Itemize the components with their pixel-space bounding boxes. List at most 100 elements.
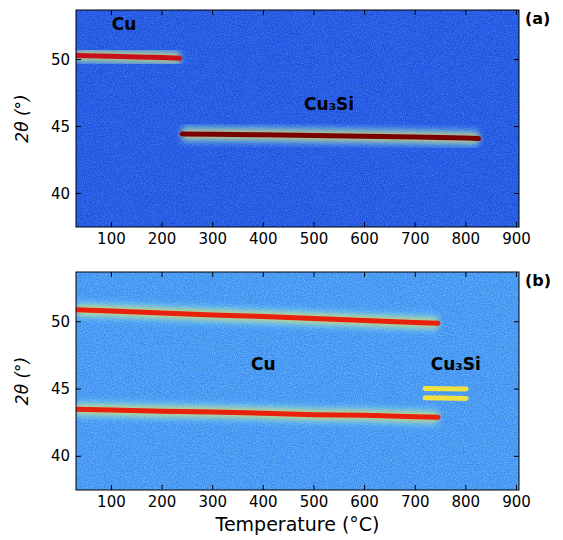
x-tick	[212, 485, 213, 490]
x-tick	[364, 10, 365, 15]
frame	[76, 10, 519, 227]
x-tick-label: 900	[502, 493, 531, 511]
x-tick-label: 900	[502, 230, 531, 248]
x-tick	[415, 222, 416, 227]
peak-halo	[425, 379, 466, 398]
background	[76, 10, 519, 227]
panel: 1002003004005006007008009004045502θ (°)T…	[12, 271, 551, 535]
x-tick-label: 200	[148, 230, 177, 248]
x-tick	[415, 10, 416, 15]
peak-trace	[182, 134, 478, 139]
y-axis-title: 2θ (°)	[12, 357, 32, 405]
x-tick	[415, 485, 416, 490]
x-tick-label: 800	[452, 493, 481, 511]
panel-label: (b)	[525, 271, 551, 290]
peak-glow	[76, 56, 180, 59]
x-tick	[516, 485, 517, 490]
y-tick-label: 45	[51, 118, 70, 136]
peak-halo	[182, 134, 478, 139]
x-tick-label: 400	[249, 230, 278, 248]
x-tick-label: 500	[300, 230, 329, 248]
x-tick-label: 700	[401, 493, 430, 511]
x-tick	[364, 272, 365, 277]
x-tick	[364, 485, 365, 490]
peak-glow	[76, 409, 438, 417]
x-tick	[364, 222, 365, 227]
x-tick	[162, 272, 163, 277]
panel-label: (a)	[525, 9, 550, 28]
y-tick	[514, 456, 519, 457]
x-tick	[162, 222, 163, 227]
y-tick-label: 40	[51, 185, 70, 203]
x-tick-label: 600	[350, 493, 379, 511]
x-tick-label: 700	[401, 230, 430, 248]
x-tick	[212, 222, 213, 227]
x-tick	[263, 485, 264, 490]
y-tick-label: 50	[51, 313, 70, 331]
annotation: Cu₃Si	[431, 354, 481, 374]
x-tick	[516, 10, 517, 15]
x-tick	[465, 222, 466, 227]
plot-area	[76, 272, 519, 490]
annotation: Cu	[112, 14, 137, 34]
plot-area	[76, 10, 519, 227]
x-tick	[263, 222, 264, 227]
x-tick	[162, 485, 163, 490]
peak-halo	[76, 409, 438, 417]
frame	[76, 272, 519, 490]
x-tick-label: 100	[97, 493, 126, 511]
y-tick	[76, 193, 81, 194]
annotation: Cu₃Si	[304, 94, 354, 114]
x-tick	[162, 10, 163, 15]
peak-halo	[76, 310, 438, 323]
x-tick-label: 300	[198, 230, 227, 248]
x-tick	[313, 10, 314, 15]
peak-glow	[76, 310, 438, 323]
noise	[76, 272, 519, 490]
y-tick	[514, 59, 519, 60]
x-tick	[263, 10, 264, 15]
x-tick	[313, 272, 314, 277]
x-tick-label: 800	[452, 230, 481, 248]
panel: 100 200 300 400 500 600 700 800 900 40 45 50 2θ (°) (…	[12, 9, 550, 248]
y-axis-title: 2θ (°)	[12, 94, 32, 142]
x-tick-label: 600	[350, 230, 379, 248]
x-tick-label: 500	[300, 493, 329, 511]
y-tick	[76, 389, 81, 390]
y-tick	[76, 321, 81, 322]
x-tick	[465, 485, 466, 490]
x-tick-label: 400	[249, 493, 278, 511]
y-tick	[76, 456, 81, 457]
x-tick	[263, 272, 264, 277]
y-tick-label: 50	[51, 51, 70, 69]
peak-trace	[425, 395, 466, 401]
x-tick	[111, 222, 112, 227]
y-tick	[76, 126, 81, 127]
x-tick	[516, 272, 517, 277]
x-tick	[313, 485, 314, 490]
peak-glow	[182, 134, 478, 139]
x-tick-label: 100	[97, 230, 126, 248]
x-tick	[516, 222, 517, 227]
x-tick	[111, 485, 112, 490]
x-tick-label: 200	[148, 493, 177, 511]
y-tick	[514, 193, 519, 194]
y-tick	[514, 389, 519, 390]
y-tick	[76, 59, 81, 60]
peak-halo	[425, 389, 466, 408]
peak-glow	[425, 394, 466, 403]
peak-trace	[76, 310, 438, 323]
annotation: Cu	[251, 354, 276, 374]
peak-trace	[76, 56, 180, 59]
x-tick	[465, 272, 466, 277]
x-tick	[415, 272, 416, 277]
x-tick	[212, 10, 213, 15]
x-tick-label: 300	[198, 493, 227, 511]
y-tick	[514, 126, 519, 127]
peak-halo	[76, 56, 180, 59]
figure: 100 200 300 400 500 600 700 800 900 40 45 50 2θ (°) (…	[0, 0, 563, 540]
noise	[76, 10, 519, 227]
x-axis-title: Temperature (°C)	[215, 513, 380, 535]
x-tick	[111, 272, 112, 277]
x-tick	[212, 272, 213, 277]
